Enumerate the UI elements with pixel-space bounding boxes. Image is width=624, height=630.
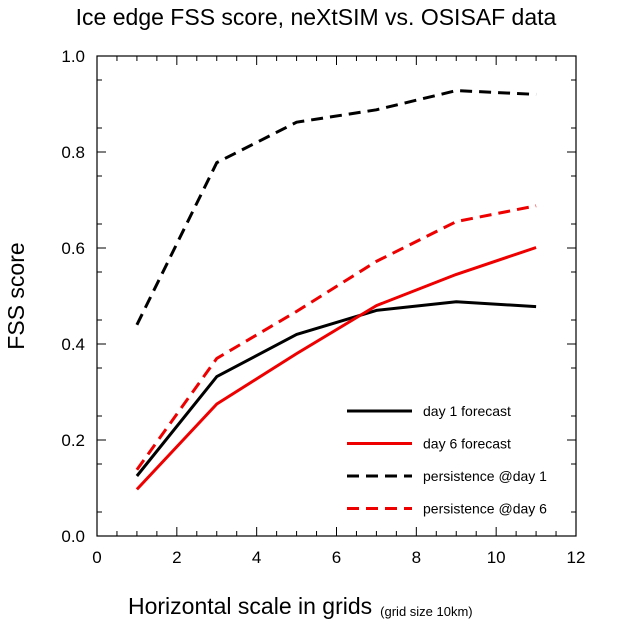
legend-label: persistence @day 6 <box>423 501 547 517</box>
y-tick-label: 0.6 <box>61 239 85 258</box>
chart-title: Ice edge FSS score, neXtSIM vs. OSISAF d… <box>76 4 557 30</box>
legend-label: day 6 forecast <box>423 436 511 452</box>
x-tick-label: 12 <box>567 548 586 567</box>
y-tick-label: 0.4 <box>61 335 85 354</box>
x-tick-label: 10 <box>487 548 506 567</box>
series-line-day-1-forecast <box>135 300 537 477</box>
axis-ticks: 0 2 4 6 8 10 12 0.0 0.2 0.4 0.6 0.8 1.0 <box>61 47 585 567</box>
y-tick-label: 0.8 <box>61 143 85 162</box>
y-tick-label: 1.0 <box>61 47 85 66</box>
x-axis-label-note: (grid size 10km) <box>380 604 472 619</box>
legend: day 1 forecast day 6 forecast persistence … <box>347 403 547 517</box>
legend-label: day 1 forecast <box>423 403 511 419</box>
y-tick-label: 0.2 <box>61 431 85 450</box>
y-axis-label: FSS score <box>3 242 29 349</box>
series-line-day-6-forecast <box>135 246 537 491</box>
x-axis-label: Horizontal scale in grids (grid size 10km… <box>128 593 473 619</box>
x-tick-label: 2 <box>172 548 181 567</box>
y-tick-label: 0.0 <box>61 527 85 546</box>
plot-frame <box>96 55 577 537</box>
x-tick-label: 6 <box>332 548 341 567</box>
x-axis-label-main: Horizontal scale in grids <box>128 593 372 619</box>
series-line-persistence-day-1 <box>135 89 537 326</box>
series-lines <box>135 89 537 491</box>
series-line-persistence-day-6 <box>135 204 537 471</box>
x-tick-label: 0 <box>92 548 101 567</box>
legend-label: persistence @day 1 <box>423 468 547 484</box>
x-tick-label: 8 <box>412 548 421 567</box>
x-tick-label: 4 <box>252 548 261 567</box>
